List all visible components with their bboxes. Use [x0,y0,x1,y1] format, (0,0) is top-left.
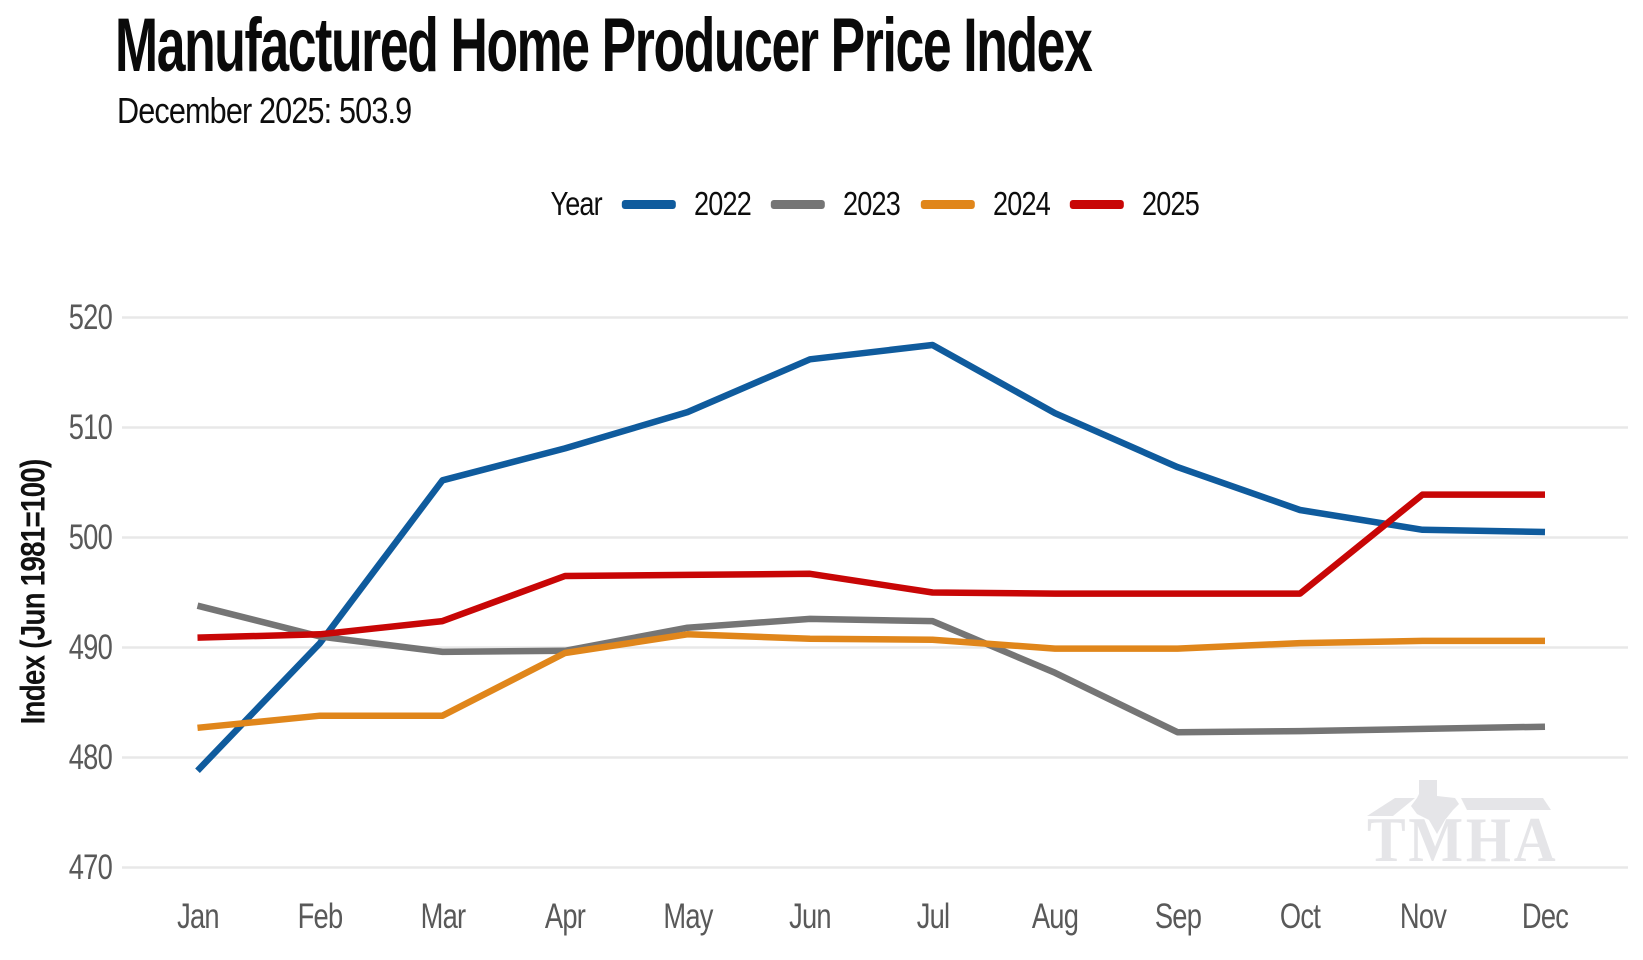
x-tick-label-nov: Nov [1399,897,1446,936]
x-tick-label-dec: Dec [1521,897,1569,936]
legend-title: Year [550,185,602,222]
y-tick-label-480: 480 [68,737,113,777]
y-tick-label-520: 520 [68,297,113,337]
legend-swatch-2023 [770,199,825,209]
series-line-2025 [197,491,1545,641]
tmha-roof-icon [1367,780,1551,834]
x-tick-label-feb: Feb [297,897,343,936]
x-tick-label-jun: Jun [789,897,831,936]
x-tick-label-apr: Apr [544,897,586,936]
y-axis-title: Index (Jun 1981=100) [14,459,53,725]
chart-subtitle: December 2025: 503.9 [117,90,412,131]
y-tick-label-510: 510 [68,407,113,447]
legend-label-2025: 2025 [1142,185,1200,222]
legend-label-2024: 2024 [992,185,1051,222]
x-tick-label-mar: Mar [420,897,465,936]
legend-swatch-2025 [1069,199,1124,209]
legend: Year 2022 2023 2024 2025 [550,185,1200,223]
x-tick-label-may: May [662,897,713,936]
legend-item-2023: 2023 [770,185,901,223]
series-line-2023 [196,602,1546,736]
legend-label-2022: 2022 [693,185,752,222]
y-tick-label-500: 500 [68,517,113,557]
x-tick-label-aug: Aug [1031,897,1079,936]
legend-item-2025: 2025 [1069,185,1200,223]
y-tick-label-490: 490 [68,627,113,667]
tmha-watermark: TMHA [1365,776,1556,875]
legend-label-2023: 2023 [843,185,901,222]
legend-item-2022: 2022 [621,185,752,223]
x-tick-label-oct: Oct [1279,897,1321,936]
x-tick-label-sep: Sep [1154,897,1201,936]
tmha-watermark-text: TMHA [1367,805,1559,875]
x-tick-label-jan: Jan [176,897,219,936]
chart-title: Manufactured Home Producer Price Index [115,3,1093,88]
series-line-2024 [197,631,1545,732]
legend-swatch-2022 [621,199,676,209]
x-tick-label-jul: Jul [916,897,949,936]
series-line-2022 [195,341,1546,773]
legend-item-2024: 2024 [920,185,1051,223]
legend-swatch-2024 [920,199,975,209]
y-tick-label-470: 470 [68,847,113,887]
